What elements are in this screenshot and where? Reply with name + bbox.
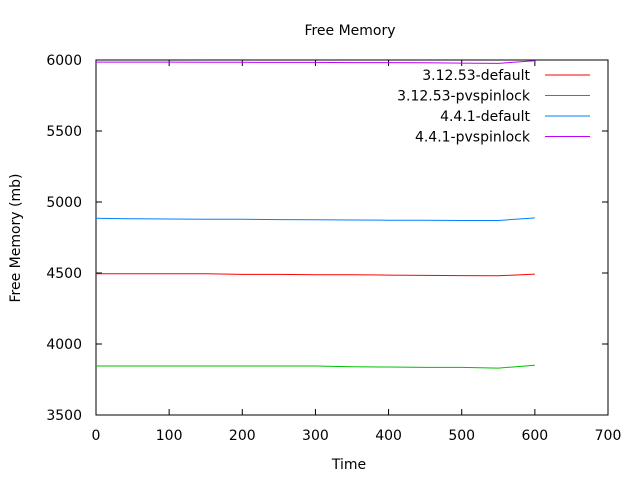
chart-title: Free Memory [304, 23, 395, 39]
x-tick-label: 0 [92, 428, 101, 444]
legend: 3.12.53-default 3.12.53-pvspinlock 4.4.1-d… [397, 68, 590, 146]
x-tick-label: 400 [375, 428, 402, 444]
legend-label: 4.4.1-default [440, 109, 530, 125]
axis-ticks: 0 100 200 300 400 500 600 700 3500 4000 4500 5000 55… [46, 53, 621, 444]
series-lines [95, 60, 535, 369]
plot-frame [95, 59, 609, 416]
y-tick-label: 5500 [46, 124, 82, 140]
y-tick-label: 4500 [46, 266, 82, 282]
series-line [96, 273, 535, 277]
x-tick-label: 200 [229, 428, 256, 444]
y-tick-label: 5000 [46, 195, 82, 211]
x-tick-label: 300 [302, 428, 329, 444]
series-line [96, 364, 535, 369]
x-tick-label: 500 [448, 428, 475, 444]
legend-label: 3.12.53-pvspinlock [397, 89, 531, 105]
x-tick-label: 100 [156, 428, 183, 444]
legend-label: 3.12.53-default [422, 68, 530, 84]
x-tick-label: 600 [521, 428, 548, 444]
series-line [95, 217, 535, 221]
y-tick-label: 4000 [46, 337, 82, 353]
y-tick-label: 6000 [46, 53, 82, 69]
y-tick-label: 3500 [46, 408, 82, 424]
x-tick-label: 700 [595, 428, 622, 444]
legend-label: 4.4.1-pvspinlock [415, 130, 531, 146]
series-line [96, 60, 535, 64]
y-axis-label: Free Memory (mb) [8, 174, 24, 303]
x-axis-label: Time [331, 457, 366, 473]
